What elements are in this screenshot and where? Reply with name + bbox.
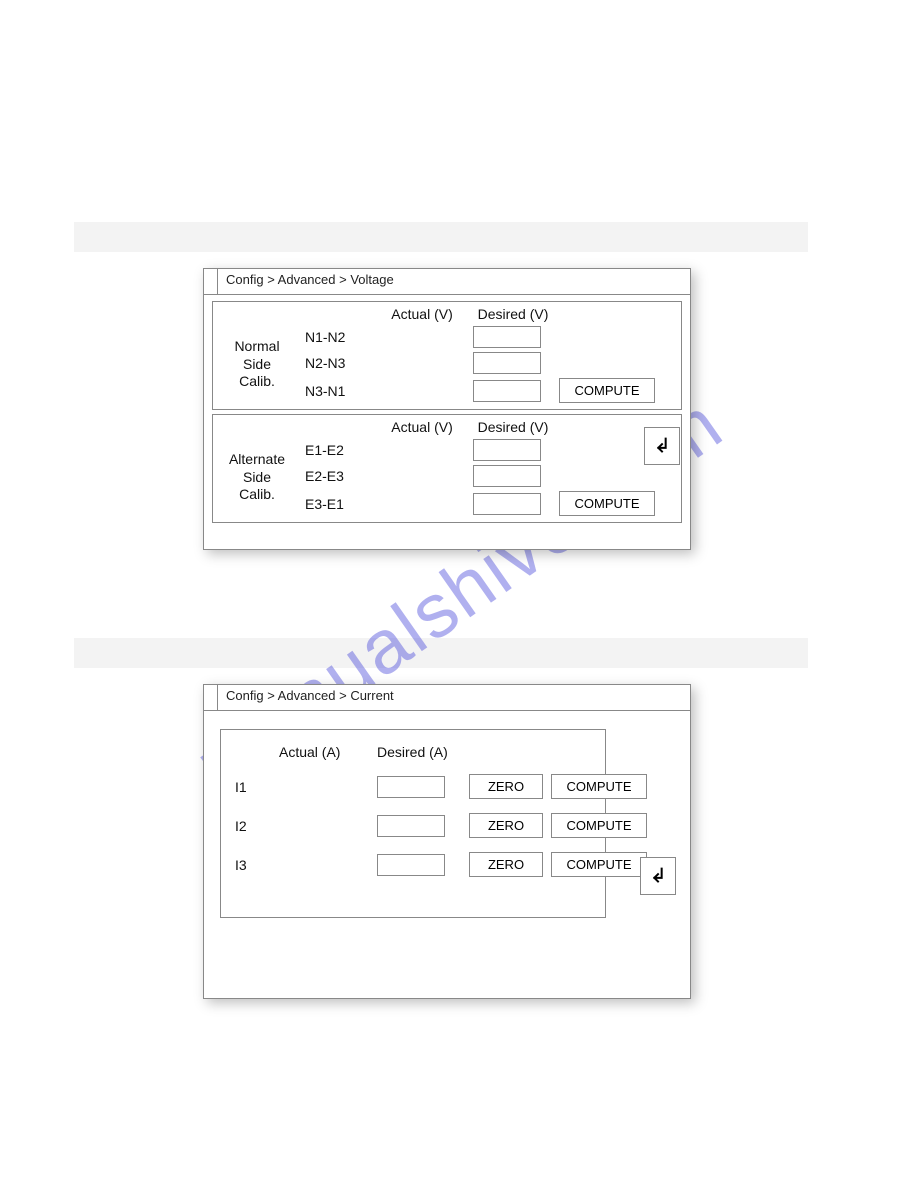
current-panel: Config > Advanced > Current Actual (A) D… [203,684,691,999]
zero-button-i2[interactable]: ZERO [469,813,543,838]
header-desired-a: Desired (A) [377,744,461,760]
current-calib-section: Actual (A) Desired (A) I1 ZERO COMPUTE I… [220,729,606,918]
desired-input-i3[interactable] [377,854,445,876]
alternate-calib-section: Actual (V) Desired (V) Alternate Side Ca… [212,414,682,523]
breadcrumb: Config > Advanced > Voltage [204,269,690,295]
separator-band-1 [74,222,808,252]
alternate-side-label-3: Calib. [239,486,275,502]
desired-input-n1n2[interactable] [473,326,541,348]
phase-label-e3e1: E3-E1 [301,496,371,512]
desired-input-i1[interactable] [377,776,445,798]
desired-input-e2e3[interactable] [473,465,541,487]
normal-calib-section: Actual (V) Desired (V) Normal Side Calib… [212,301,682,410]
zero-button-i3[interactable]: ZERO [469,852,543,877]
compute-button-normal[interactable]: COMPUTE [559,378,655,403]
alternate-side-label-1: Alternate [229,451,285,467]
compute-button-i2[interactable]: COMPUTE [551,813,647,838]
header-actual-a: Actual (A) [279,744,369,760]
desired-input-n2n3[interactable] [473,352,541,374]
normal-side-label-2: Side [243,356,271,372]
compute-button-i3[interactable]: COMPUTE [551,852,647,877]
normal-side-label-1: Normal [234,338,279,354]
back-arrow-icon [651,435,673,457]
voltage-panel: Config > Advanced > Voltage Actual (V) D… [203,268,691,550]
phase-label-n1n2: N1-N2 [301,329,371,345]
header-actual-alt: Actual (V) [377,419,467,435]
desired-input-e3e1[interactable] [473,493,541,515]
desired-input-e1e2[interactable] [473,439,541,461]
compute-button-i1[interactable]: COMPUTE [551,774,647,799]
phase-label-i3: I3 [231,857,271,873]
breadcrumb-text: Config > Advanced > Voltage [218,269,402,294]
phase-label-i1: I1 [231,779,271,795]
alternate-side-label: Alternate Side Calib. [219,451,295,504]
phase-label-n3n1: N3-N1 [301,383,371,399]
alternate-side-label-2: Side [243,469,271,485]
back-arrow-icon [647,865,669,887]
normal-side-label: Normal Side Calib. [219,338,295,391]
breadcrumb-text: Config > Advanced > Current [218,685,402,710]
breadcrumb: Config > Advanced > Current [204,685,690,711]
phase-label-e2e3: E2-E3 [301,468,371,484]
phase-label-i2: I2 [231,818,271,834]
separator-band-2 [74,638,808,668]
phase-label-n2n3: N2-N3 [301,355,371,371]
header-desired-alt: Desired (V) [473,419,553,435]
desired-input-n3n1[interactable] [473,380,541,402]
back-button[interactable] [640,857,676,895]
zero-button-i1[interactable]: ZERO [469,774,543,799]
header-desired: Desired (V) [473,306,553,322]
normal-side-label-3: Calib. [239,373,275,389]
breadcrumb-gutter [204,685,218,710]
breadcrumb-gutter [204,269,218,294]
header-actual: Actual (V) [377,306,467,322]
desired-input-i2[interactable] [377,815,445,837]
phase-label-e1e2: E1-E2 [301,442,371,458]
back-button[interactable] [644,427,680,465]
compute-button-alternate[interactable]: COMPUTE [559,491,655,516]
